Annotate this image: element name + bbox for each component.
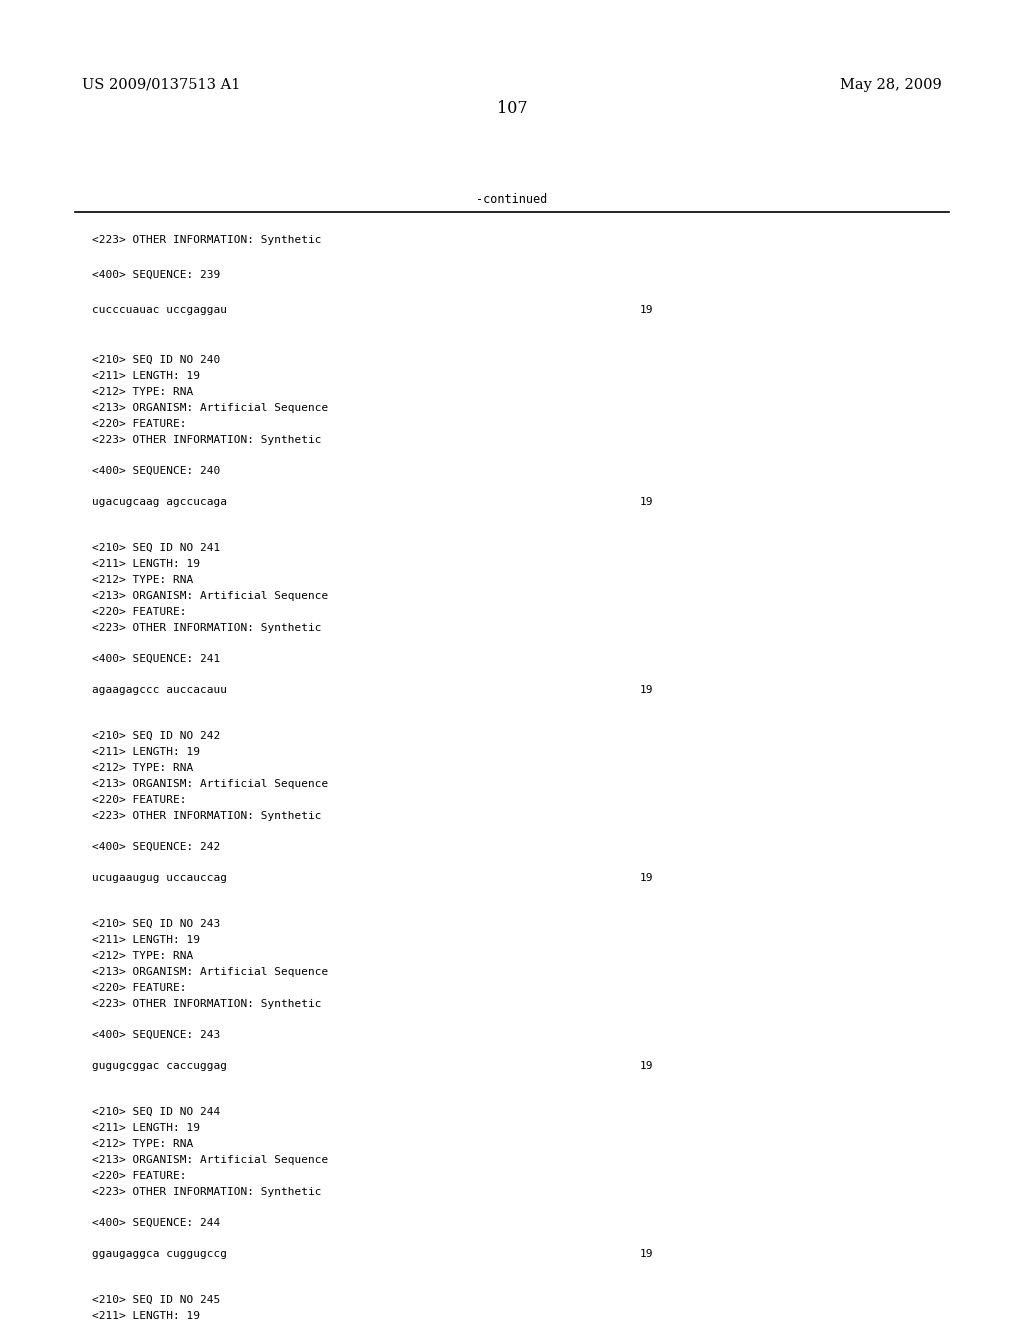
Text: <212> TYPE: RNA: <212> TYPE: RNA <box>92 387 194 397</box>
Text: <211> LENGTH: 19: <211> LENGTH: 19 <box>92 1311 200 1320</box>
Text: <210> SEQ ID NO 245: <210> SEQ ID NO 245 <box>92 1295 220 1305</box>
Text: <211> LENGTH: 19: <211> LENGTH: 19 <box>92 558 200 569</box>
Text: -continued: -continued <box>476 193 548 206</box>
Text: gugugcggac caccuggag: gugugcggac caccuggag <box>92 1061 227 1071</box>
Text: <213> ORGANISM: Artificial Sequence: <213> ORGANISM: Artificial Sequence <box>92 591 329 601</box>
Text: <210> SEQ ID NO 242: <210> SEQ ID NO 242 <box>92 731 220 741</box>
Text: <223> OTHER INFORMATION: Synthetic: <223> OTHER INFORMATION: Synthetic <box>92 623 322 634</box>
Text: <220> FEATURE:: <220> FEATURE: <box>92 795 186 805</box>
Text: <400> SEQUENCE: 241: <400> SEQUENCE: 241 <box>92 653 220 664</box>
Text: 19: 19 <box>640 305 653 315</box>
Text: <220> FEATURE:: <220> FEATURE: <box>92 607 186 616</box>
Text: 19: 19 <box>640 873 653 883</box>
Text: ggaugaggca cuggugccg: ggaugaggca cuggugccg <box>92 1249 227 1259</box>
Text: <212> TYPE: RNA: <212> TYPE: RNA <box>92 1139 194 1148</box>
Text: <211> LENGTH: 19: <211> LENGTH: 19 <box>92 935 200 945</box>
Text: <211> LENGTH: 19: <211> LENGTH: 19 <box>92 1123 200 1133</box>
Text: <210> SEQ ID NO 241: <210> SEQ ID NO 241 <box>92 543 220 553</box>
Text: <220> FEATURE:: <220> FEATURE: <box>92 1171 186 1181</box>
Text: 19: 19 <box>640 1249 653 1259</box>
Text: <213> ORGANISM: Artificial Sequence: <213> ORGANISM: Artificial Sequence <box>92 1155 329 1166</box>
Text: <400> SEQUENCE: 243: <400> SEQUENCE: 243 <box>92 1030 220 1040</box>
Text: <223> OTHER INFORMATION: Synthetic: <223> OTHER INFORMATION: Synthetic <box>92 235 322 246</box>
Text: <400> SEQUENCE: 242: <400> SEQUENCE: 242 <box>92 842 220 851</box>
Text: <211> LENGTH: 19: <211> LENGTH: 19 <box>92 371 200 381</box>
Text: <213> ORGANISM: Artificial Sequence: <213> ORGANISM: Artificial Sequence <box>92 779 329 789</box>
Text: <210> SEQ ID NO 243: <210> SEQ ID NO 243 <box>92 919 220 929</box>
Text: <223> OTHER INFORMATION: Synthetic: <223> OTHER INFORMATION: Synthetic <box>92 810 322 821</box>
Text: ucugaaugug uccauccag: ucugaaugug uccauccag <box>92 873 227 883</box>
Text: <211> LENGTH: 19: <211> LENGTH: 19 <box>92 747 200 756</box>
Text: May 28, 2009: May 28, 2009 <box>841 78 942 92</box>
Text: <213> ORGANISM: Artificial Sequence: <213> ORGANISM: Artificial Sequence <box>92 968 329 977</box>
Text: <213> ORGANISM: Artificial Sequence: <213> ORGANISM: Artificial Sequence <box>92 403 329 413</box>
Text: <223> OTHER INFORMATION: Synthetic: <223> OTHER INFORMATION: Synthetic <box>92 1187 322 1197</box>
Text: <212> TYPE: RNA: <212> TYPE: RNA <box>92 763 194 774</box>
Text: <212> TYPE: RNA: <212> TYPE: RNA <box>92 950 194 961</box>
Text: 19: 19 <box>640 685 653 696</box>
Text: ugacugcaag agccucaga: ugacugcaag agccucaga <box>92 498 227 507</box>
Text: <210> SEQ ID NO 244: <210> SEQ ID NO 244 <box>92 1107 220 1117</box>
Text: <210> SEQ ID NO 240: <210> SEQ ID NO 240 <box>92 355 220 366</box>
Text: agaagagccc auccacauu: agaagagccc auccacauu <box>92 685 227 696</box>
Text: US 2009/0137513 A1: US 2009/0137513 A1 <box>82 78 241 92</box>
Text: <400> SEQUENCE: 244: <400> SEQUENCE: 244 <box>92 1218 220 1228</box>
Text: <220> FEATURE:: <220> FEATURE: <box>92 983 186 993</box>
Text: <400> SEQUENCE: 239: <400> SEQUENCE: 239 <box>92 271 220 280</box>
Text: 107: 107 <box>497 100 527 117</box>
Text: <223> OTHER INFORMATION: Synthetic: <223> OTHER INFORMATION: Synthetic <box>92 999 322 1008</box>
Text: 19: 19 <box>640 1061 653 1071</box>
Text: <223> OTHER INFORMATION: Synthetic: <223> OTHER INFORMATION: Synthetic <box>92 436 322 445</box>
Text: <400> SEQUENCE: 240: <400> SEQUENCE: 240 <box>92 466 220 477</box>
Text: cucccuauac uccgaggau: cucccuauac uccgaggau <box>92 305 227 315</box>
Text: <212> TYPE: RNA: <212> TYPE: RNA <box>92 576 194 585</box>
Text: 19: 19 <box>640 498 653 507</box>
Text: <220> FEATURE:: <220> FEATURE: <box>92 418 186 429</box>
